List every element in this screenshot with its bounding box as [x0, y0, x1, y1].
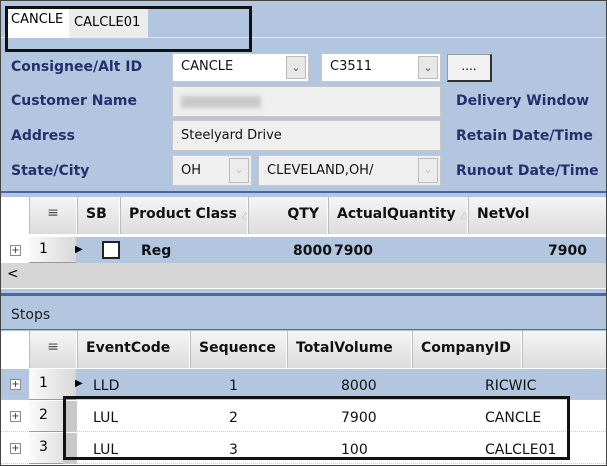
customer-name-label: Customer Name — [11, 93, 137, 109]
current-row-icon: ▶ — [75, 378, 83, 389]
column-total-volume[interactable]: TotalVolume — [287, 331, 412, 368]
products-grid: ≡ SB Product Class △ QTY ActualQuantity … — [1, 197, 606, 289]
column-company-id[interactable]: CompanyID — [412, 331, 522, 368]
expand-icon[interactable]: + — [10, 245, 21, 256]
address-field[interactable]: Steelyard Drive — [172, 120, 441, 151]
tab-cancle[interactable]: CANCLE — [6, 6, 69, 38]
scroll-left-icon[interactable]: < — [7, 266, 19, 282]
company-id-cell: CALCLE01 — [485, 442, 557, 458]
chevron-down-icon: ⌄ — [418, 158, 438, 183]
total-volume-cell: 8000 — [341, 378, 377, 394]
divider — [1, 191, 606, 193]
consignee-combo[interactable]: CANCLE ⌄ — [172, 53, 309, 82]
chevron-down-icon[interactable]: ⌄ — [286, 56, 306, 79]
lookup-button[interactable]: .... — [447, 54, 492, 82]
table-row[interactable]: + 1 ▶ Reg 8000 7900 7900 — [1, 237, 606, 263]
address-label: Address — [11, 128, 75, 144]
splitter[interactable] — [1, 293, 606, 296]
column-product-class[interactable]: Product Class △ — [120, 197, 248, 234]
event-code-cell: LUL — [93, 410, 119, 426]
row-number: 1 — [39, 375, 48, 391]
runout-datetime-label: Runout Date/Time — [456, 163, 599, 179]
row-indicator — [63, 433, 77, 464]
row-number: 3 — [39, 439, 48, 455]
column-sb[interactable]: SB — [77, 197, 120, 234]
row-number: 2 — [39, 407, 48, 423]
event-code-cell: LLD — [93, 378, 120, 394]
state-combo[interactable]: OH ⌄ — [172, 155, 252, 186]
column-actual-quantity[interactable]: ActualQuantity △ — [328, 197, 468, 234]
consignee-label: Consignee/Alt ID — [11, 59, 143, 75]
column-sequence[interactable]: Sequence — [190, 331, 287, 368]
company-id-cell: CANCLE — [485, 410, 542, 426]
row-number: 1 — [39, 241, 48, 257]
state-city-label: State/City — [11, 163, 90, 179]
column-label: Product Class — [129, 206, 237, 222]
column-qty[interactable]: QTY — [248, 197, 328, 234]
column-chooser-icon[interactable]: ≡ — [29, 197, 77, 234]
delivery-window-label: Delivery Window — [456, 93, 590, 109]
current-row-icon: ▶ — [75, 244, 83, 255]
actual-quantity-cell: 7900 — [334, 243, 373, 259]
chevron-down-icon: ⌄ — [229, 158, 249, 183]
column-label: ActualQuantity — [337, 206, 456, 222]
product-class-cell: Reg — [141, 243, 172, 259]
qty-cell: 8000 — [293, 243, 332, 259]
highlight-box-tabs — [5, 6, 252, 52]
netvol-cell: 7900 — [548, 243, 587, 259]
sequence-cell: 1 — [229, 378, 238, 394]
column-empty — [522, 331, 606, 368]
alt-id-combo[interactable]: C3511 ⌄ — [321, 53, 441, 82]
expand-icon[interactable]: + — [10, 411, 21, 422]
retain-datetime-label: Retain Date/Time — [456, 128, 593, 144]
city-value: CLEVELAND,OH/ — [267, 163, 374, 178]
total-volume-cell: 100 — [341, 442, 368, 458]
divider — [1, 329, 606, 330]
state-value: OH — [181, 163, 202, 178]
alt-id-value: C3511 — [330, 59, 373, 74]
sb-checkbox[interactable] — [102, 241, 120, 259]
row-indicator — [63, 401, 77, 432]
sort-icon: △ — [242, 210, 247, 221]
customer-name-field[interactable] — [172, 86, 441, 117]
tab-calcle01[interactable]: CALCLE01 — [69, 6, 148, 38]
horizontal-scrollbar[interactable]: < — [1, 263, 606, 288]
sort-icon: △ — [460, 210, 468, 221]
column-netvol[interactable]: NetVol — [468, 197, 606, 234]
sequence-cell: 3 — [229, 442, 238, 458]
expand-icon[interactable]: + — [10, 443, 21, 454]
consignee-value: CANCLE — [181, 59, 234, 74]
chevron-down-icon[interactable]: ⌄ — [418, 56, 438, 79]
table-row[interactable]: + 1 ▶ LLD 1 8000 RICWIC — [1, 369, 606, 400]
column-chooser-icon[interactable]: ≡ — [29, 331, 77, 368]
expand-icon[interactable]: + — [10, 379, 21, 390]
sequence-cell: 2 — [229, 410, 238, 426]
highlight-box-stops — [63, 396, 570, 460]
total-volume-cell: 7900 — [341, 410, 377, 426]
table-row[interactable]: + 2 LUL 2 7900 CANCLE — [1, 401, 606, 432]
city-combo[interactable]: CLEVELAND,OH/ ⌄ — [258, 155, 441, 186]
redacted-text — [181, 96, 261, 108]
event-code-cell: LUL — [93, 442, 119, 458]
column-event-code[interactable]: EventCode — [77, 331, 190, 368]
stops-group-title: Stops — [11, 307, 51, 323]
tab-strip-line — [1, 37, 606, 38]
company-id-cell: RICWIC — [485, 378, 537, 394]
